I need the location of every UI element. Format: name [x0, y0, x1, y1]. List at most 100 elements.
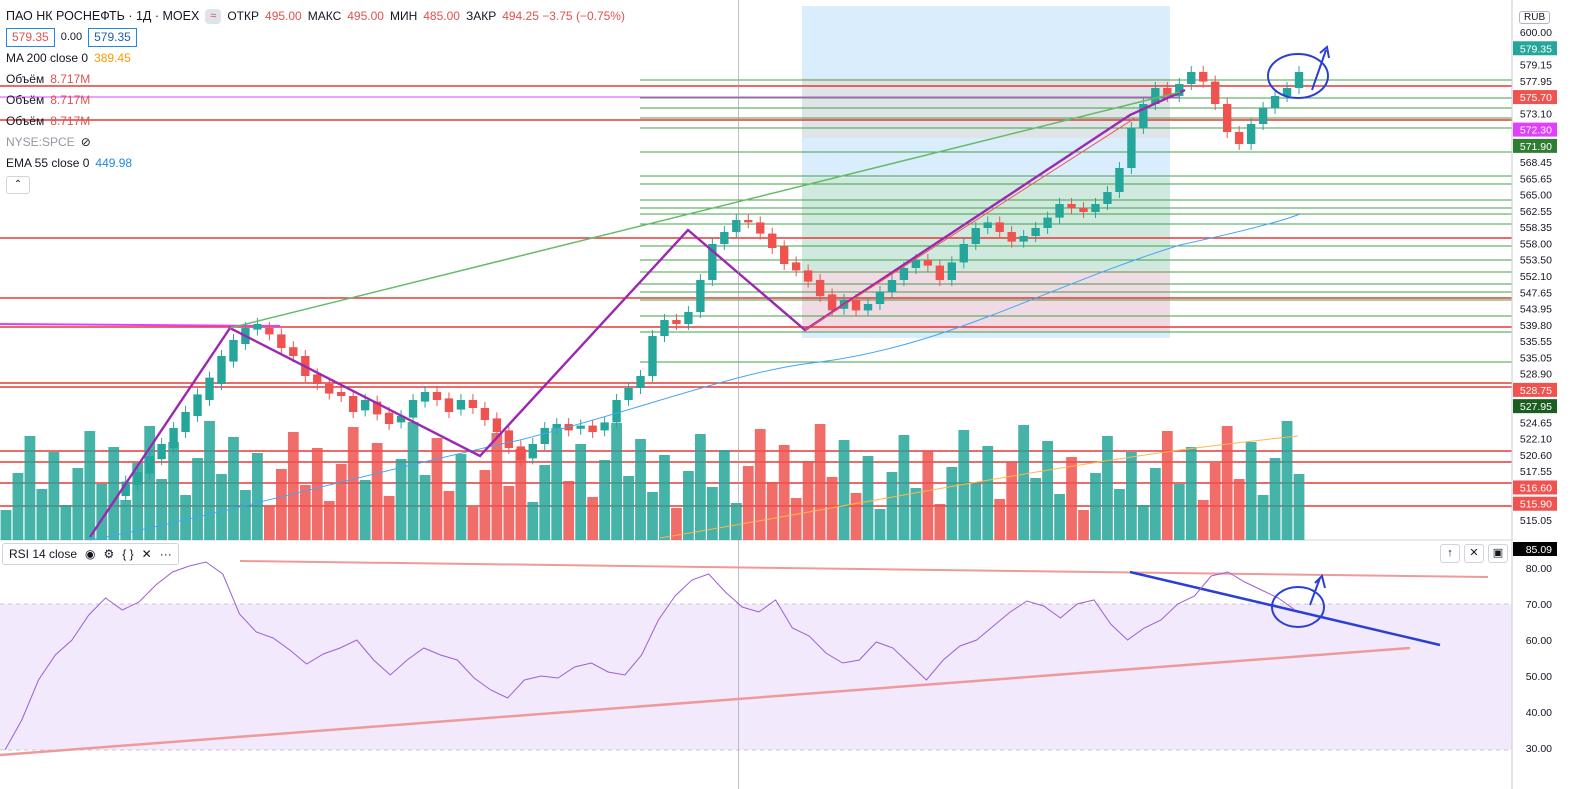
- volume-bar: [647, 492, 658, 540]
- ohlc-open-key: ОТКР: [227, 9, 260, 23]
- candle-body: [145, 456, 154, 474]
- price-tick-highlight: [1513, 496, 1557, 511]
- price-tick: 558.00: [1520, 238, 1552, 250]
- candle-body: [1115, 168, 1124, 192]
- volume-bar: [1090, 473, 1101, 540]
- ohlc-high-value: 495.00: [347, 9, 384, 23]
- volume-bar: [1054, 494, 1065, 540]
- candle-body: [959, 244, 968, 263]
- volume-bar: [371, 443, 383, 540]
- volume-bar: [1161, 431, 1173, 540]
- rsi-blue-line: [1129, 570, 1441, 647]
- candle-body: [193, 394, 202, 416]
- candle-body: [1031, 228, 1040, 236]
- candle-body: [396, 416, 406, 423]
- candle-body: [468, 400, 478, 408]
- volume-row-3[interactable]: Объём 8.717M: [6, 111, 625, 132]
- volume-bar: [1233, 479, 1245, 540]
- candle-body: [492, 418, 502, 432]
- volume-bar: [335, 464, 347, 540]
- volume-bar: [826, 477, 838, 540]
- collapse-legend-button[interactable]: ⌃: [6, 175, 30, 194]
- highlight-circle-price: [1267, 53, 1329, 99]
- volume-bar: [539, 465, 551, 540]
- volume-bar: [706, 487, 718, 540]
- volume-value: 8.717M: [50, 72, 91, 86]
- volume-row-1[interactable]: Объём 8.717M: [6, 69, 625, 90]
- hidden-eye-icon[interactable]: ⊘: [80, 135, 91, 149]
- volume-bar: [72, 468, 84, 540]
- volume-bar: [407, 422, 419, 540]
- volume-bar: [132, 463, 144, 540]
- highlight-circle-rsi: [1271, 586, 1325, 628]
- volume-bar: [96, 484, 108, 540]
- candle-body: [744, 220, 753, 223]
- volume-bar: [108, 447, 120, 540]
- eye-icon[interactable]: ◉: [85, 547, 96, 561]
- volume-row-2[interactable]: Объём 8.717M: [6, 90, 625, 111]
- rsi-label: RSI 14 close: [9, 547, 78, 561]
- price-tick: 552.10: [1520, 271, 1552, 283]
- candle-body: [1175, 84, 1184, 96]
- volume-bar: [1137, 505, 1149, 540]
- rsi-legend[interactable]: RSI 14 close ◉ ⚙ { } ✕ ···: [2, 543, 179, 565]
- buy-price-button[interactable]: 579.35: [88, 28, 137, 47]
- candle-body: [205, 377, 214, 400]
- price-tick: 600.00: [1520, 27, 1552, 39]
- volume-bar: [1030, 478, 1042, 540]
- volume-bar: [491, 433, 503, 540]
- bid-ask-row: 579.35 0.00 579.35: [6, 27, 625, 48]
- symbol-title[interactable]: ПАО НК РОСНЕФТЬ · 1Д · MOEX: [6, 9, 200, 23]
- candle-body: [780, 246, 789, 264]
- price-tick: 562.55: [1520, 206, 1552, 218]
- candle-body: [360, 400, 370, 411]
- price-tick: 516.60: [1520, 482, 1552, 494]
- volume-bar: [563, 481, 575, 540]
- price-axis[interactable]: 600.00 579.35 579.15 577.95 575.70 573.10 572.…: [1511, 0, 1571, 789]
- candle-body: [217, 356, 226, 384]
- sell-price-button[interactable]: 579.35: [6, 28, 55, 47]
- ema55-row[interactable]: EMA 55 close 0 449.98: [6, 153, 625, 174]
- close-pane-icon[interactable]: ✕: [1464, 544, 1484, 563]
- ohlc-open-value: 495.00: [265, 9, 302, 23]
- price-tick: 579.35: [1520, 43, 1552, 55]
- candle-body: [720, 232, 729, 244]
- candle-body: [995, 222, 1004, 232]
- price-tick: 522.10: [1520, 434, 1552, 446]
- candle-body: [480, 408, 490, 420]
- volume-bar: [575, 444, 587, 540]
- volume-bar: [204, 421, 215, 540]
- rsi-upper-line: [239, 560, 1489, 578]
- spce-row[interactable]: NYSE:SPCE ⊘: [6, 132, 625, 153]
- volume-bar: [778, 445, 790, 540]
- candle-body: [1294, 72, 1304, 88]
- price-tick: 524.65: [1520, 417, 1552, 429]
- volume-bar: [910, 488, 922, 540]
- volume-bar: [862, 456, 874, 540]
- candle-body: [600, 422, 609, 431]
- close-icon[interactable]: ✕: [141, 547, 152, 561]
- code-braces-icon[interactable]: { }: [122, 547, 134, 561]
- maximize-icon[interactable]: ▣: [1488, 544, 1508, 563]
- candle-body: [313, 374, 322, 384]
- volume-bar: [982, 446, 994, 540]
- volume-bar: [587, 497, 599, 540]
- price-tick: 553.50: [1520, 255, 1552, 267]
- volume-bar: [1066, 457, 1077, 540]
- rsi-tick: 50.00: [1526, 671, 1552, 683]
- candle-body: [372, 401, 382, 415]
- price-tick: 535.55: [1520, 336, 1552, 348]
- volume-bar: [934, 504, 946, 540]
- candle-body: [1151, 88, 1160, 104]
- candle-body: [1043, 217, 1052, 228]
- ma200-row[interactable]: MA 200 close 0 389.45: [6, 48, 625, 69]
- gear-icon[interactable]: ⚙: [103, 547, 115, 561]
- ohlc-close-key: ЗАКР: [465, 9, 497, 23]
- move-up-icon[interactable]: ↑: [1440, 544, 1460, 563]
- currency-label[interactable]: RUB: [1519, 11, 1551, 24]
- price-tick: 558.35: [1520, 222, 1552, 234]
- candle-body: [947, 262, 957, 280]
- candle-body: [384, 412, 394, 424]
- more-icon[interactable]: ···: [159, 547, 172, 561]
